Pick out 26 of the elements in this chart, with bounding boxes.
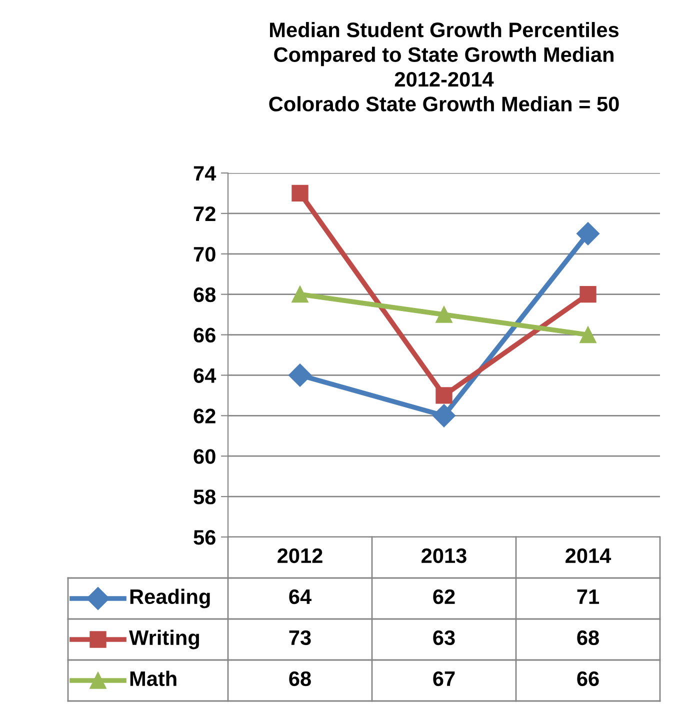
data-label: 68 xyxy=(577,630,599,646)
x-tick-label: 2013 xyxy=(422,548,466,564)
y-tick-label: 68 xyxy=(194,287,216,302)
data-label: 66 xyxy=(577,671,599,686)
y-tick-label: 70 xyxy=(194,246,216,262)
data-label: 63 xyxy=(433,630,455,646)
data-label: 64 xyxy=(289,589,312,604)
x-tick-label: 2012 xyxy=(278,548,322,564)
data-label: 67 xyxy=(433,671,455,686)
legend-label: Writing xyxy=(129,630,199,650)
data-label: 73 xyxy=(289,630,311,646)
y-tick-label: 62 xyxy=(194,408,216,424)
data-label: 71 xyxy=(577,590,600,604)
data-label: 62 xyxy=(433,589,455,604)
y-tick-label: 72 xyxy=(194,206,216,221)
y-tick-label: 66 xyxy=(194,328,216,343)
legend-label: Math xyxy=(130,670,176,686)
legend-label: Reading xyxy=(130,588,210,608)
y-tick-label: 56 xyxy=(194,530,216,545)
y-tick-label: 74 xyxy=(194,166,216,181)
y-tick-label: 60 xyxy=(194,449,216,464)
x-tick-label: 2014 xyxy=(566,548,612,564)
y-tick-label: 64 xyxy=(194,368,216,383)
chart-title: Median Student Growth Percentiles Compared to State Growth Median 2012-2014 Colorado State Growth Median = 50 xyxy=(269,22,619,112)
data-label: 68 xyxy=(289,671,311,686)
y-tick-label: 58 xyxy=(194,490,216,504)
